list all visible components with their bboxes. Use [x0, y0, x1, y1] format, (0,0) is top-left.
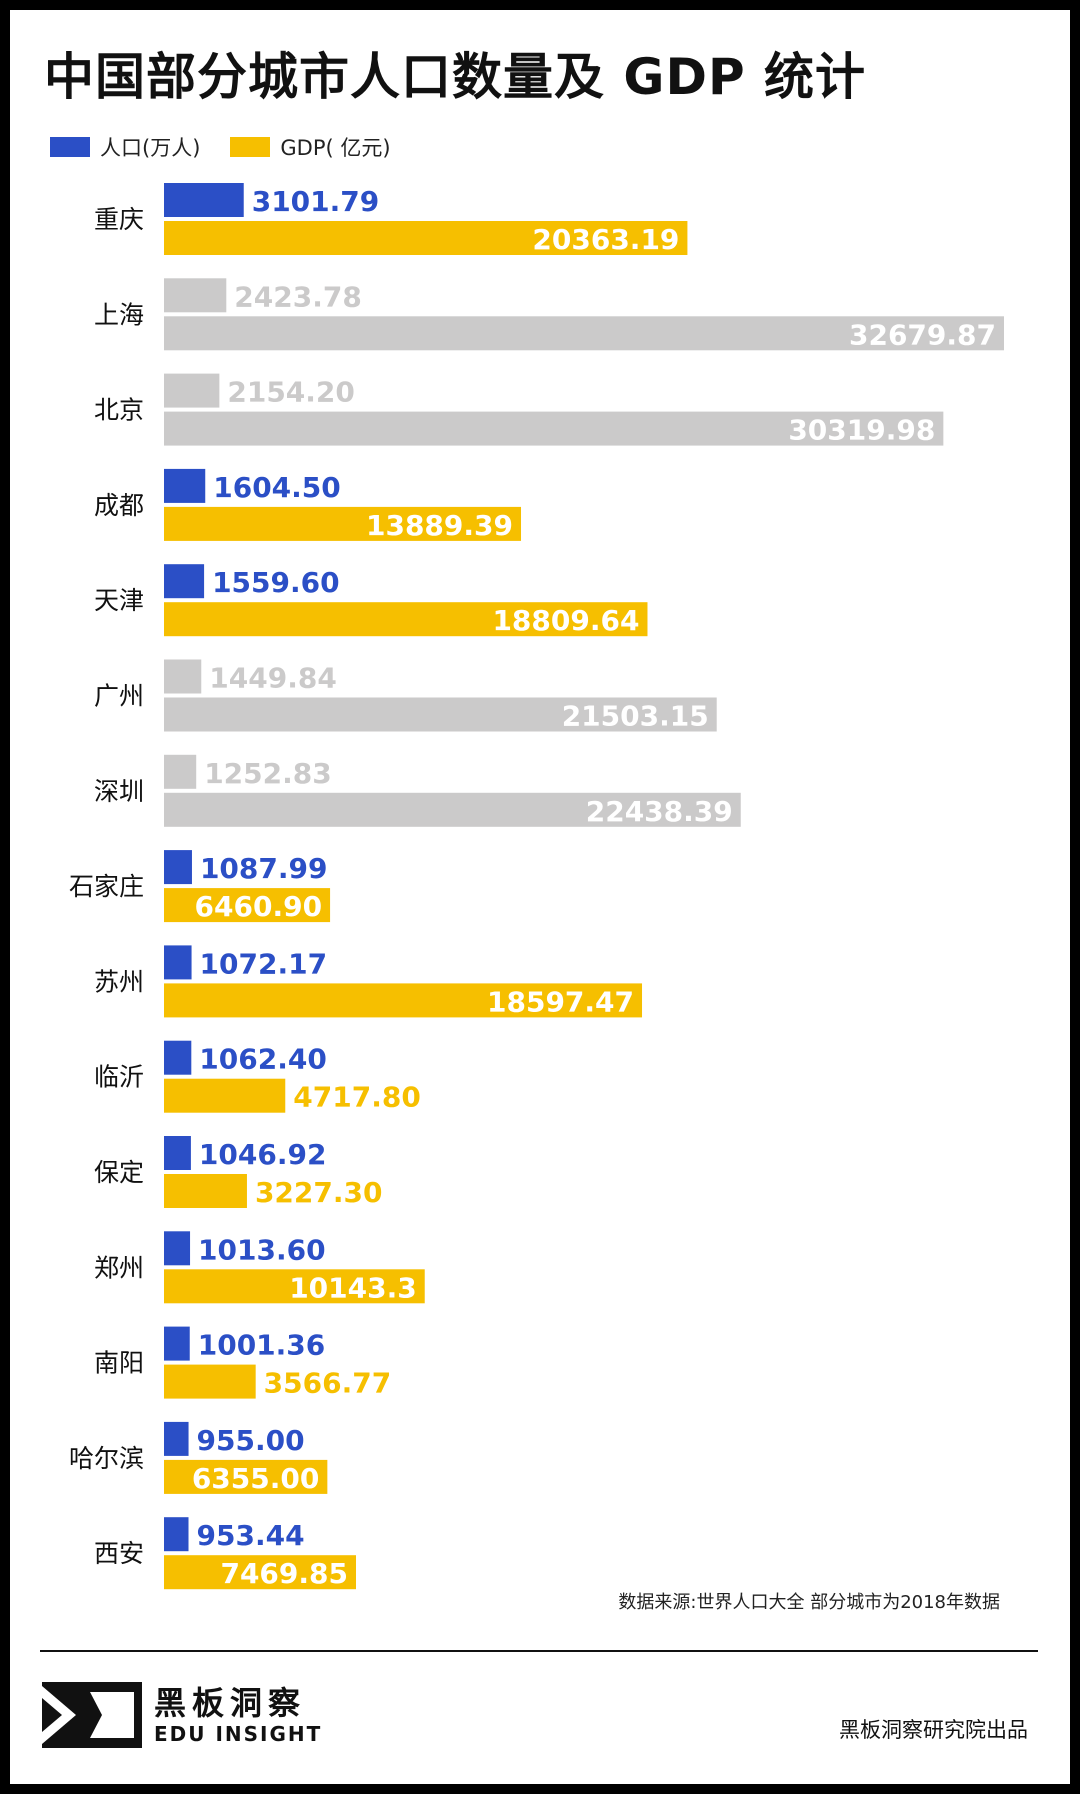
data-label-population: 1449.84	[209, 662, 337, 695]
category-label: 成都	[94, 491, 144, 520]
bar-population	[164, 278, 227, 313]
bar-gdp	[164, 792, 741, 827]
data-label-population: 955.00	[197, 1424, 305, 1457]
bar-population	[164, 659, 202, 694]
data-label-gdp: 6460.90	[195, 890, 323, 923]
category-label: 石家庄	[69, 872, 144, 901]
category-label: 哈尔滨	[69, 1444, 144, 1473]
bar-gdp	[164, 697, 717, 732]
bar-population	[164, 373, 220, 408]
data-label-population: 2423.78	[234, 280, 362, 313]
bar-gdp	[164, 1174, 247, 1208]
bar-gdp	[164, 1078, 286, 1113]
category-label: 苏州	[94, 967, 144, 996]
data-label-gdp: 21503.15	[562, 700, 709, 733]
category-label: 南阳	[94, 1349, 144, 1378]
bar-gdp	[164, 316, 1004, 351]
legend-label-population: 人口(万人)	[100, 136, 201, 160]
bar-gdp	[164, 1555, 357, 1590]
brand-name-cn: 黑板洞察	[154, 1684, 307, 1722]
data-label-gdp: 22438.39	[586, 795, 733, 828]
legend-swatch-gdp	[230, 137, 271, 157]
data-label-population: 1046.92	[199, 1138, 327, 1171]
bar-gdp	[164, 1269, 425, 1304]
data-label-gdp: 3227.30	[255, 1176, 383, 1209]
data-label-gdp: 18597.47	[487, 985, 634, 1018]
page-title: 中国部分城市人口数量及 GDP 统计	[44, 48, 867, 106]
category-label: 北京	[94, 396, 144, 425]
brand-name-en: EDU INSIGHT	[154, 1722, 323, 1746]
legend-item-gdp: GDP( 亿元)	[230, 132, 391, 162]
bar-population	[164, 1136, 191, 1170]
bar-gdp	[164, 221, 688, 255]
category-label: 天津	[94, 586, 144, 615]
data-label-population: 953.44	[197, 1519, 305, 1552]
bar-population	[164, 1421, 189, 1456]
bar-gdp	[164, 506, 522, 541]
data-label-gdp: 7469.85	[220, 1557, 348, 1590]
category-label: 广州	[94, 682, 144, 711]
bar-population	[164, 850, 192, 885]
data-label-population: 1001.36	[198, 1329, 326, 1362]
bar-gdp	[164, 1459, 328, 1494]
legend: 人口(万人) GDP( 亿元)	[50, 132, 421, 162]
brand-logo: 黑板洞察 EDU INSIGHT	[42, 1682, 322, 1748]
data-label-population: 2154.20	[227, 376, 355, 409]
bar-population	[164, 1040, 192, 1075]
data-label-population: 3101.79	[252, 185, 380, 218]
bar-population	[164, 945, 192, 980]
bar-population	[164, 564, 205, 599]
data-label-gdp: 10143.3	[289, 1271, 417, 1304]
category-label: 西安	[94, 1539, 144, 1568]
data-label-population: 1062.40	[199, 1043, 327, 1076]
data-label-gdp: 20363.19	[532, 223, 679, 256]
data-label-population: 1604.50	[213, 471, 341, 504]
category-label: 临沂	[94, 1063, 144, 1092]
category-label: 保定	[94, 1158, 144, 1187]
bar-population	[164, 1517, 189, 1552]
data-label-gdp: 32679.87	[849, 318, 996, 351]
bar-population	[164, 1326, 190, 1361]
data-label-population: 1072.17	[200, 947, 328, 980]
category-label: 郑州	[94, 1253, 144, 1282]
legend-swatch-population	[50, 137, 90, 157]
data-label-gdp: 6355.00	[192, 1462, 320, 1495]
bar-gdp	[164, 983, 643, 1018]
bar-population	[164, 183, 244, 217]
category-label: 深圳	[94, 777, 144, 806]
category-label: 上海	[94, 300, 144, 329]
data-label-population: 1013.60	[198, 1233, 326, 1266]
data-label-population: 1087.99	[200, 852, 328, 885]
data-source-note: 数据来源:世界人口大全 部分城市为2018年数据	[618, 1592, 1000, 1613]
category-label: 重庆	[94, 205, 144, 234]
bar-chart: 重庆 3101.79 20363.19 上海 2423.78 32679.87 北京 2154…	[69, 183, 1004, 1590]
bar-gdp	[164, 602, 648, 637]
bar-population	[164, 1231, 191, 1266]
infographic: 中国部分城市人口数量及 GDP 统计 人口(万人) GDP( 亿元) 重庆 310…	[10, 10, 1070, 1784]
bar-gdp	[164, 1364, 256, 1399]
bar-gdp	[164, 888, 331, 923]
bar-population	[164, 468, 206, 503]
brand-logo-icon	[42, 1682, 142, 1748]
bar-gdp	[164, 411, 944, 446]
legend-label-gdp: GDP( 亿元)	[280, 136, 391, 160]
data-label-gdp: 13889.39	[366, 509, 513, 542]
bar-population	[164, 754, 197, 789]
data-label-gdp: 18809.64	[492, 604, 639, 637]
legend-item-population: 人口(万人)	[50, 132, 200, 162]
data-label-gdp: 3566.77	[264, 1367, 392, 1400]
data-label-gdp: 30319.98	[788, 414, 935, 447]
credit-text: 黑板洞察研究院出品	[839, 1718, 1028, 1742]
data-label-population: 1559.60	[212, 566, 340, 599]
divider	[40, 1650, 1038, 1652]
data-label-population: 1252.83	[204, 757, 332, 790]
data-label-gdp: 4717.80	[293, 1081, 421, 1114]
